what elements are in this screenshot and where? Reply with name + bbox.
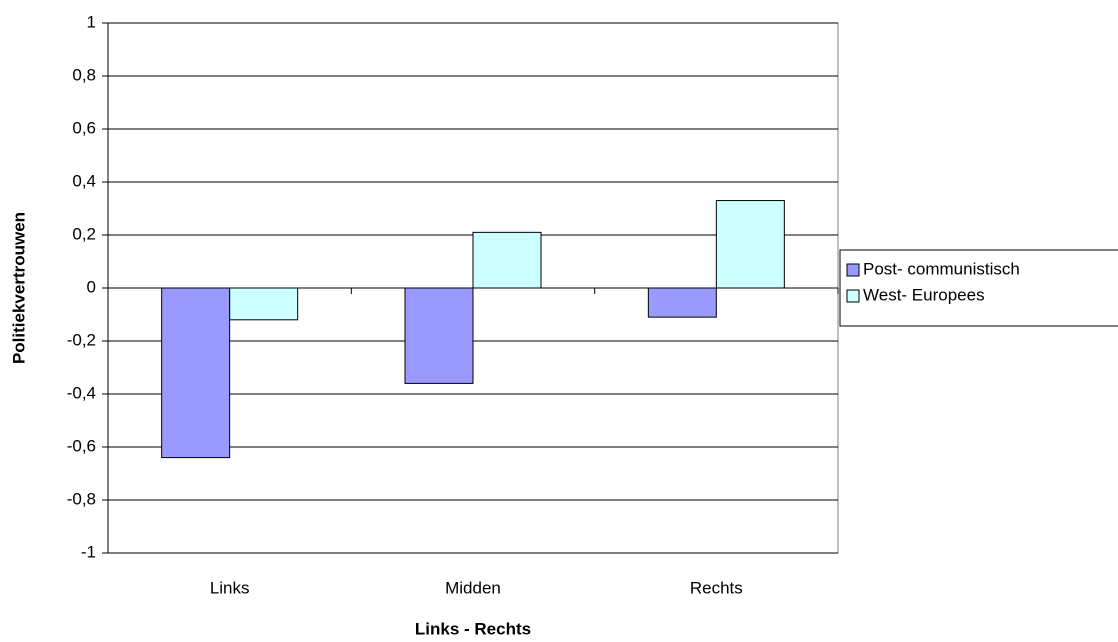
bar xyxy=(404,287,474,384)
legend xyxy=(839,249,1118,327)
bar xyxy=(715,200,785,289)
bar xyxy=(161,287,231,459)
y-tick-label: 0,6 xyxy=(72,118,96,137)
bar xyxy=(472,231,542,289)
legend-swatch xyxy=(846,289,860,303)
x-tick-label: Links xyxy=(210,578,250,597)
y-tick-label: -1 xyxy=(81,542,96,561)
bar xyxy=(229,287,299,321)
legend-label: West- Europees xyxy=(863,285,985,304)
legend-label: Post- communistisch xyxy=(863,259,1020,278)
x-axis-label: Links - Rechts xyxy=(415,619,531,638)
y-tick-label: -0,8 xyxy=(67,489,96,508)
bar xyxy=(647,287,717,318)
legend-swatch xyxy=(846,263,860,277)
y-tick-label: 0,4 xyxy=(72,171,96,190)
y-tick-label: 1 xyxy=(87,12,96,31)
y-axis-label: Politiekvertrouwen xyxy=(9,212,28,364)
y-tick-label: -0,6 xyxy=(67,436,96,455)
x-tick-label: Rechts xyxy=(690,578,743,597)
y-tick-label: 0,2 xyxy=(72,224,96,243)
y-tick-label: -0,2 xyxy=(67,330,96,349)
y-tick-label: 0,8 xyxy=(72,65,96,84)
y-tick-label: 0 xyxy=(87,277,96,296)
y-tick-label: -0,4 xyxy=(67,383,96,402)
x-tick-label: Midden xyxy=(445,578,501,597)
